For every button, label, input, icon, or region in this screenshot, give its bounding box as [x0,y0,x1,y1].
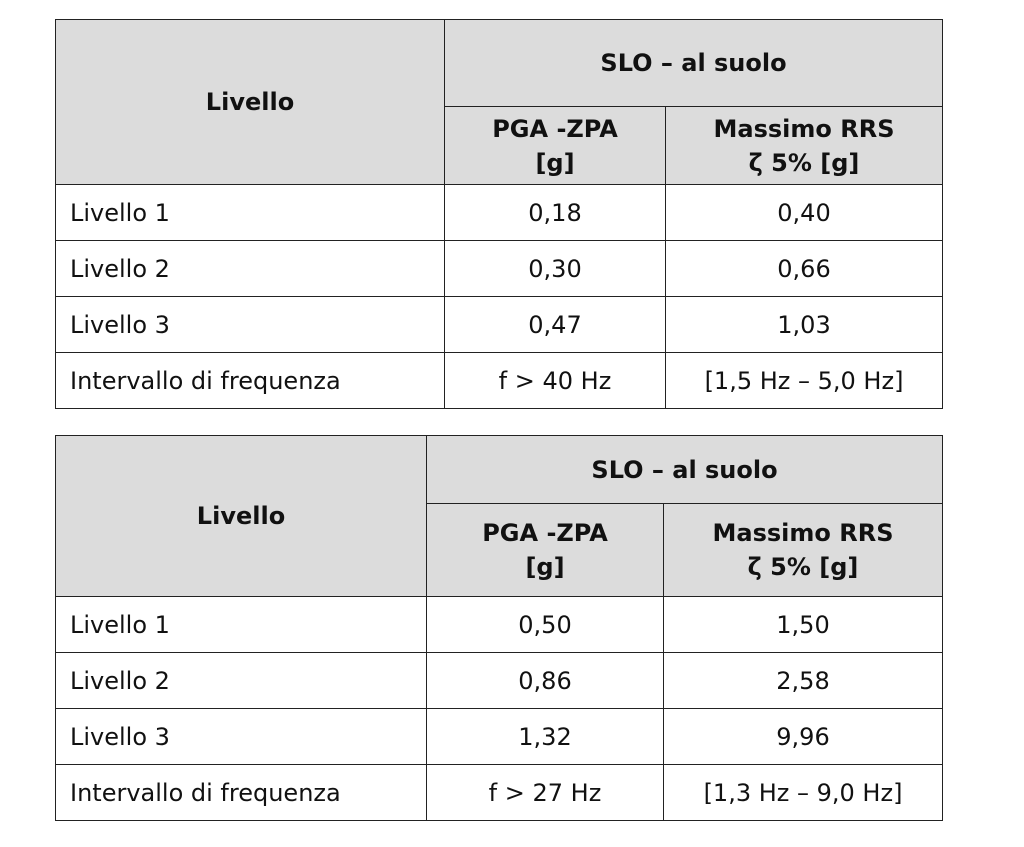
header-pga: PGA -ZPA [g] [444,106,666,185]
header-row: Livello SLO – al suolo [55,435,943,597]
row-label: Livello 3 [55,296,445,353]
header-group: SLO – al suolo [426,435,943,504]
row-pga: f > 40 Hz [444,352,666,409]
table-row: Livello 3 0,47 1,03 [55,296,943,353]
row-label: Intervallo di frequenza [55,764,427,821]
table-row: Livello 1 0,50 1,50 [55,596,943,653]
row-rrs: 0,40 [665,184,943,241]
row-pga: 0,50 [426,596,664,653]
table-row: Intervallo di frequenza f > 27 Hz [1,3 H… [55,764,943,821]
header-rrs-line1: Massimo RRS [713,114,895,143]
row-rrs: 2,58 [663,652,943,709]
row-pga: 1,32 [426,708,664,765]
header-row: Livello SLO – al suolo [55,19,943,185]
header-level: Livello [55,19,445,185]
header-pga-line2: [g] [535,148,575,177]
row-rrs: 9,96 [663,708,943,765]
header-pga-line1: PGA -ZPA [482,519,608,547]
header-subrow: PGA -ZPA [g] Massimo RRS ζ 5% [g] [56,503,943,597]
table-row: Livello 3 1,32 9,96 [55,708,943,765]
header-rrs-line2: ζ 5% [g] [748,148,860,177]
row-rrs: 1,03 [665,296,943,353]
header-pga-line2: [g] [525,553,565,581]
table-row: Livello 2 0,30 0,66 [55,240,943,297]
row-label: Livello 1 [55,184,445,241]
header-group: SLO – al suolo [444,19,943,107]
row-pga: 0,47 [444,296,666,353]
row-pga: f > 27 Hz [426,764,664,821]
row-pga: 0,30 [444,240,666,297]
row-rrs: 0,66 [665,240,943,297]
row-label: Intervallo di frequenza [55,352,445,409]
table-row: Livello 1 0,18 0,40 [55,184,943,241]
header-subrow: PGA -ZPA [g] Massimo RRS ζ 5% [g] [56,106,943,185]
row-rrs: [1,5 Hz – 5,0 Hz] [665,352,943,409]
header-rrs-line1: Massimo RRS [712,519,894,547]
levels-table-2: Livello SLO – al suolo PGA -ZPA [g] Mass… [55,435,943,821]
levels-table-1: Livello SLO – al suolo PGA -ZPA [g] Mass… [55,19,943,409]
header-rrs: Massimo RRS ζ 5% [g] [663,503,943,597]
header-level: Livello [55,435,427,597]
row-label: Livello 1 [55,596,427,653]
header-rrs-line2: ζ 5% [g] [747,553,859,581]
row-label: Livello 3 [55,708,427,765]
row-rrs: [1,3 Hz – 9,0 Hz] [663,764,943,821]
row-label: Livello 2 [55,652,427,709]
row-pga: 0,18 [444,184,666,241]
header-pga-line1: PGA -ZPA [492,114,618,143]
row-pga: 0,86 [426,652,664,709]
header-rrs: Massimo RRS ζ 5% [g] [665,106,943,185]
table-row: Livello 2 0,86 2,58 [55,652,943,709]
row-rrs: 1,50 [663,596,943,653]
table-row: Intervallo di frequenza f > 40 Hz [1,5 H… [55,352,943,409]
header-pga: PGA -ZPA [g] [426,503,664,597]
row-label: Livello 2 [55,240,445,297]
